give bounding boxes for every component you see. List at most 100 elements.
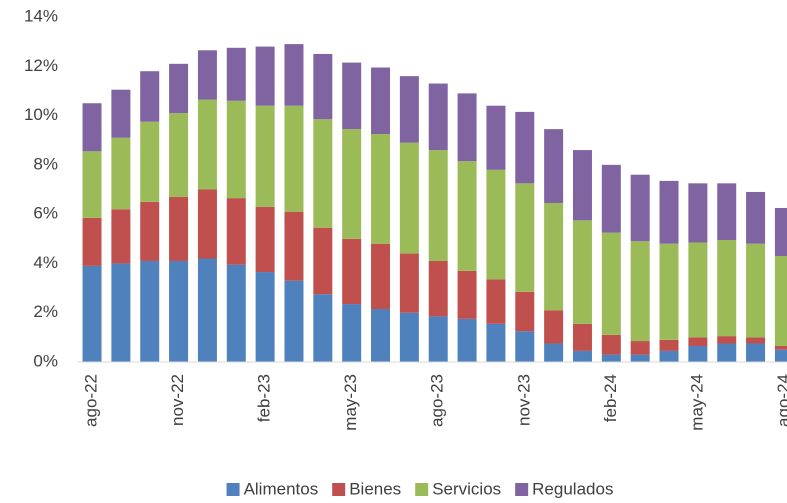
bar-segment [486,169,506,280]
legend-swatch [415,483,429,496]
x-tick-label: nov-23 [514,374,533,426]
y-tick-label: 12% [24,56,58,75]
bar-segment [544,310,564,344]
y-tick-label: 0% [33,351,58,370]
bar-segment [284,280,304,362]
bar-segment [572,220,592,324]
bar-segment [284,44,304,106]
bar-segment [688,337,708,346]
bar-segment [226,47,246,101]
bar-segment [746,243,766,338]
bar-segment [428,260,448,317]
bar-segment [601,232,621,335]
bar-segment [313,294,333,362]
bar-segment [169,113,189,197]
bar-segment [111,263,131,362]
bar-segment [371,134,391,244]
bar-segment [659,243,679,340]
y-tick-label: 10% [24,105,58,124]
bar-segment [774,345,787,350]
bar-segment [255,206,275,273]
legend-label: Alimentos [244,479,319,498]
bar-segment [140,201,160,261]
bar-segment [774,349,787,362]
bar-segment [774,256,787,346]
bar-segment [399,76,419,143]
bar-segment [140,121,160,202]
bar-segment [572,150,592,221]
bar-segment [342,129,362,239]
bar-segment [630,341,650,355]
y-tick-label: 4% [33,253,58,272]
bar-segment [717,343,737,362]
bar-segment [774,207,787,257]
bar-segment [111,137,131,210]
bar-segment [630,174,650,242]
bar-segment [457,161,477,271]
bar-segment [457,318,477,362]
bar-segment [342,304,362,362]
bar-segment [342,62,362,130]
bar-segment [371,309,391,362]
bar-segment [601,164,621,233]
bar-segment [313,227,333,295]
bar-segment [457,93,477,162]
legend-swatch [332,483,346,496]
bar-segment [169,196,189,261]
bar-segment [659,339,679,351]
y-tick-label: 8% [33,154,58,173]
bar-segment [486,105,506,170]
bar-segment [197,189,217,259]
bar-segment [746,337,766,344]
bar-segment [544,203,564,311]
bar-segment [82,103,102,152]
bar-segment [688,183,708,243]
x-tick-label: feb-23 [255,374,274,422]
bar-segment [457,270,477,319]
bar-segment [630,354,650,362]
bar-segment [313,119,333,228]
x-tick-label: nov-22 [168,374,187,426]
bar-segment [717,183,737,241]
bar-segment [746,343,766,362]
bar-segment [255,105,275,207]
bar-segment [197,50,217,100]
legend-label: Regulados [532,479,613,498]
bar-segment [111,209,131,264]
bar-segment [284,105,304,212]
bar-segment [255,272,275,362]
bar-segment [428,150,448,261]
bar-segment [197,258,217,362]
bar-segment [342,238,362,305]
bar-segment [197,99,217,190]
bar-segment [428,83,448,151]
bar-segment [515,291,535,332]
bar-segment [515,111,535,184]
bar-segment [82,217,102,266]
bar-segment [746,191,766,244]
legend-swatch [226,483,240,496]
legend-label: Servicios [432,479,501,498]
bar-segment [717,336,737,344]
x-tick-label: ago-22 [82,374,101,427]
bar-segment [226,198,246,265]
legend: Alimentos Bienes Servicios Regulados [226,479,613,498]
bar-segment [688,345,708,362]
bar-segment [82,265,102,362]
bar-segment [659,350,679,362]
bar-segment [226,100,246,199]
legend-swatch [515,483,529,496]
x-tick-label: feb-24 [601,374,620,422]
bar-segment [226,264,246,362]
bar-segment [630,241,650,342]
bar-segment [82,151,102,218]
bar-segment [486,323,506,362]
y-tick-label: 2% [33,302,58,321]
bar-segment [572,350,592,362]
bar-segment [601,354,621,362]
bar-segment [428,316,448,362]
bar-segment [515,331,535,362]
y-tick-label: 6% [33,204,58,223]
bar-segment [140,260,160,362]
